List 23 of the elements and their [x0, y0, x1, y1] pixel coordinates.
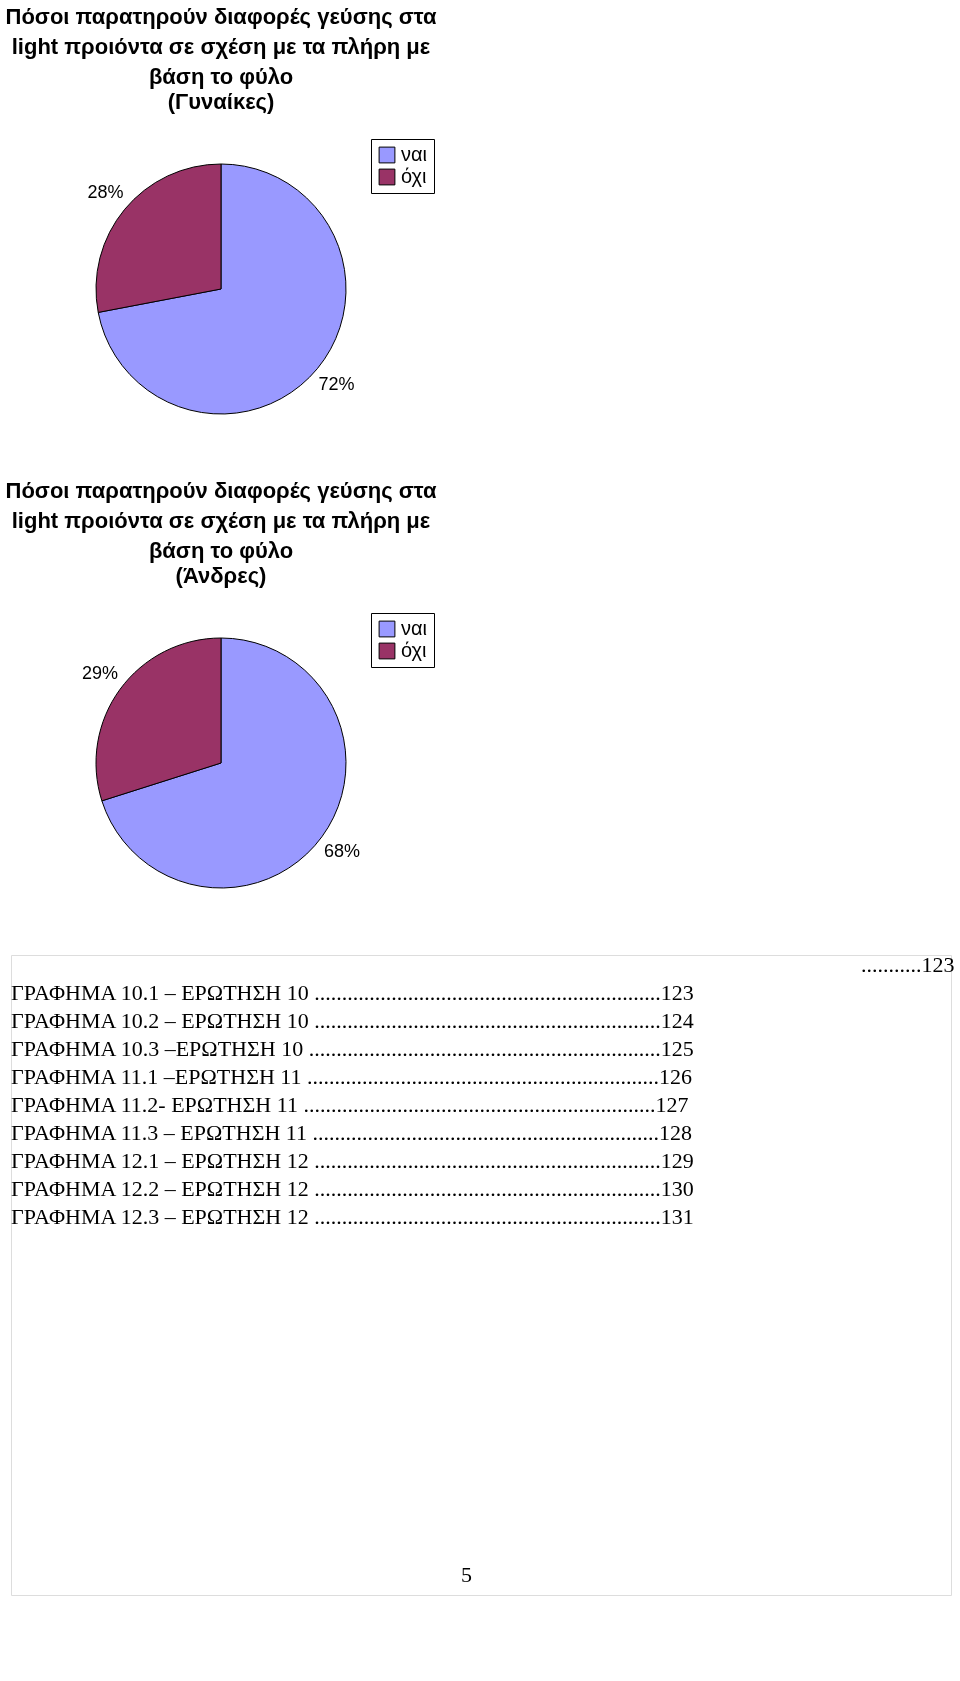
chart-title: Πόσοι παρατηρούν διαφορές γεύσης στα light προιόντα σε σχέση με τα πλήρη με βάση το φύλο	[5, 3, 437, 89]
text: ΓΡΑΦΗΜΑ 11.1 –ΕΡΩΤΗΣΗ 11 ................................................................126	[11, 1064, 693, 1089]
text: ΓΡΑΦΗΜΑ 10.3 –ΕΡΩΤΗΣΗ 10 ................................................................125	[11, 1036, 694, 1061]
text: ΓΡΑΦΗΜΑ 11.2- ΕΡΩΤΗΣΗ 11 ................................................................127	[11, 1092, 689, 1117]
chart-subtitle: (Άνδρες)	[175, 562, 267, 588]
text: ΓΡΑΦΗΜΑ 12.2 – ΕΡΩΤΗΣΗ 12 ...............................................................130	[11, 1176, 694, 1201]
data-label: 29%	[81, 663, 118, 684]
data-label: 28%	[87, 182, 124, 203]
chart-subtitle: (Γυναίκες)	[167, 88, 275, 114]
text: 5	[461, 1562, 472, 1587]
text: ...........123	[861, 952, 955, 977]
text: ΓΡΑΦΗΜΑ 12.1 – ΕΡΩΤΗΣΗ 12 ...............................................................129	[11, 1148, 694, 1173]
data-label: 68%	[324, 840, 361, 861]
text: ΓΡΑΦΗΜΑ 10.1 – ΕΡΩΤΗΣΗ 10 ...............................................................123	[11, 980, 694, 1005]
legend-label: ναι	[401, 143, 428, 165]
text: ΓΡΑΦΗΜΑ 11.3 – ΕΡΩΤΗΣΗ 11 ...............................................................128	[11, 1120, 693, 1145]
legend-label: ναι	[401, 617, 428, 639]
legend-label: όχι	[401, 165, 427, 187]
text: ΓΡΑΦΗΜΑ 12.3 – ΕΡΩΤΗΣΗ 12 ...............................................................131	[11, 1204, 694, 1229]
data-label: 72%	[318, 373, 355, 394]
legend-label: όχι	[401, 639, 427, 661]
chart-title: Πόσοι παρατηρούν διαφορές γεύσης στα light προιόντα σε σχέση με τα πλήρη με βάση το φύλο	[5, 477, 437, 563]
text: ΓΡΑΦΗΜΑ 10.2 – ΕΡΩΤΗΣΗ 10 ...............................................................124	[11, 1008, 694, 1033]
